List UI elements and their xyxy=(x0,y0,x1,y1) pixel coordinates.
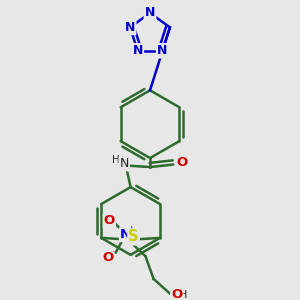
Text: O: O xyxy=(104,214,115,227)
Text: N: N xyxy=(120,228,131,241)
Text: N: N xyxy=(133,44,143,57)
Text: ⁻: ⁻ xyxy=(112,250,116,259)
Text: O: O xyxy=(102,251,113,264)
Text: +: + xyxy=(127,225,135,234)
Text: S: S xyxy=(128,230,139,244)
Text: O: O xyxy=(171,289,182,300)
Text: N: N xyxy=(119,158,129,170)
Text: N: N xyxy=(145,6,155,20)
Text: N: N xyxy=(125,21,135,34)
Text: N: N xyxy=(157,44,167,57)
Text: H: H xyxy=(112,155,120,165)
Text: H: H xyxy=(179,290,188,300)
Text: O: O xyxy=(177,156,188,170)
